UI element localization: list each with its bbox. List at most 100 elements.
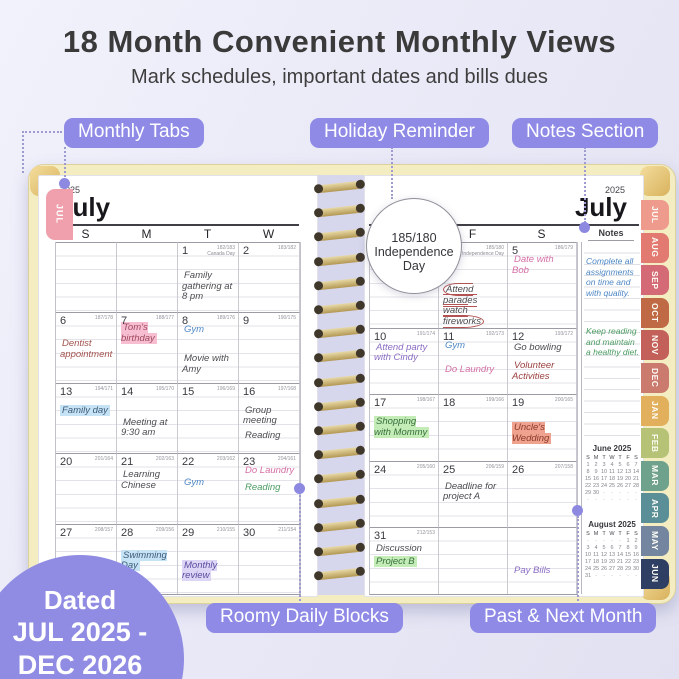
entry-text: Gym	[184, 477, 205, 489]
connector-line	[22, 131, 62, 133]
day-meta: 212/153	[417, 530, 435, 536]
entry-text: Attend parades watch fireworks	[443, 283, 485, 328]
day-count: 189/176	[216, 315, 235, 322]
day-cell: 8 189/176 Gym Movie with Amy	[178, 312, 239, 383]
day-meta: 201/164	[95, 456, 113, 462]
mini-day: 22	[624, 559, 632, 565]
day-number: 23	[243, 456, 256, 469]
handwritten-entry: Monthly review	[182, 559, 238, 582]
connector-dot	[294, 483, 305, 494]
mini-day: 3	[586, 545, 590, 551]
connector-line	[22, 131, 24, 173]
entry-text: Reading	[245, 481, 281, 493]
mini-day: ·	[619, 490, 621, 496]
day-cell	[56, 242, 117, 313]
day-cell: 30 211/154	[239, 523, 300, 594]
month-tab-mar: MAR	[641, 460, 669, 491]
mini-day: 24	[584, 566, 592, 572]
handwritten-entry: Gym	[182, 325, 238, 336]
mini-day: 4	[610, 462, 614, 468]
mini-calendar: June 2025 S M T W T F S 1 2 3 4 5 6 7 8 9 10 11 12 13 14 15 16 1…	[584, 444, 640, 503]
entry-text: Shopping with Mommy	[374, 416, 430, 438]
day-cell: 13 194/171 Family day	[56, 382, 117, 454]
handwritten-entry: Do Laundry	[443, 364, 503, 376]
day-count: 205/160	[416, 463, 435, 470]
mini-day: ·	[627, 497, 629, 503]
mini-day: 28	[616, 566, 624, 572]
mini-day: 27	[608, 566, 616, 572]
mini-day: 19	[600, 559, 608, 565]
handwritten-entry: Movie with Amy	[182, 353, 238, 375]
connector-line	[577, 516, 579, 601]
day-meta: 186/179	[555, 245, 573, 251]
holiday-label: Canada Day	[207, 251, 235, 258]
month-tab-label: JUN	[650, 564, 660, 583]
mini-day-header: W	[609, 455, 615, 461]
entry-text: Family day	[60, 404, 110, 416]
mini-day: 9	[634, 545, 638, 551]
handwritten-entry: Go bowling	[512, 341, 572, 354]
day-meta: 202/163	[156, 456, 174, 462]
magnifier-day-count: 185/180	[391, 231, 437, 245]
day-number: 14	[121, 385, 134, 398]
entry-text: Deadline for project A	[443, 480, 497, 503]
day-number: 28	[121, 526, 134, 539]
entry-text: Attend party with Cindy	[374, 341, 428, 364]
day-meta: 192/173	[486, 331, 504, 337]
entry-text: Tom's birthday	[121, 322, 157, 345]
holiday-label: Independence Day	[462, 251, 504, 258]
handwritten-entry: Swimming Day	[121, 549, 177, 572]
day-count: 208/157	[94, 526, 113, 533]
entry-text: Date with Bob	[512, 254, 554, 276]
day-count: 203/162	[216, 456, 235, 463]
day-count: 199/166	[485, 397, 504, 404]
handwritten-entry: Do Laundry	[243, 465, 299, 477]
handwritten-entry: Uncle's Wedding	[512, 422, 572, 444]
handwritten-entry: Deadline for project A	[443, 480, 503, 503]
month-tab-jul: JUL	[641, 200, 669, 230]
day-count: 195/170	[155, 385, 174, 392]
mini-day: 29	[624, 566, 632, 572]
mini-day: ·	[619, 538, 621, 544]
mini-day: 4	[594, 545, 598, 551]
day-header: F	[468, 227, 477, 241]
handwritten-entry: Gym	[443, 340, 503, 352]
entry-text: Group meeting	[243, 404, 277, 427]
day-cell: 7 188/177 Tom's birthday	[117, 312, 178, 383]
handwritten-entry: Group meeting	[243, 404, 299, 427]
day-meta: 206/159	[486, 464, 504, 470]
mini-day: ·	[595, 573, 597, 579]
month-tab-label: OCT	[650, 303, 660, 323]
entry-text: Go bowling	[514, 341, 562, 353]
month-tab-label: MAY	[650, 531, 660, 551]
day-number: 2	[243, 245, 250, 257]
day-cell: 15 196/169	[178, 382, 239, 454]
mini-day: 10	[600, 469, 608, 475]
header-rule	[55, 224, 299, 226]
mini-day-header: F	[626, 455, 630, 461]
mini-day: 16	[632, 552, 640, 558]
callout-holiday-reminder: Holiday Reminder	[310, 118, 490, 148]
month-tab-label: JAN	[650, 401, 660, 420]
dated-badge: Dated JUL 2025 - DEC 2026	[0, 555, 184, 679]
day-number: 16	[243, 385, 256, 398]
day-count: 183/182	[277, 245, 296, 251]
day-number: 6	[60, 315, 67, 328]
day-meta: 188/177	[156, 315, 174, 321]
month-tab-feb: FEB	[641, 428, 669, 459]
entry-text: Movie with Amy	[182, 353, 229, 375]
mini-day: 23	[632, 559, 640, 565]
handwritten-entry: Learning Chinese	[121, 469, 177, 491]
day-number: 29	[182, 526, 195, 539]
handwritten-entry: Discussion	[374, 544, 434, 555]
day-meta: 211/154	[278, 527, 296, 533]
day-number: 31	[374, 530, 387, 543]
day-meta: 189/176	[217, 315, 235, 321]
mini-day: 17	[600, 476, 608, 482]
day-meta: 183/182	[278, 245, 296, 251]
mini-day: 6	[610, 545, 614, 551]
